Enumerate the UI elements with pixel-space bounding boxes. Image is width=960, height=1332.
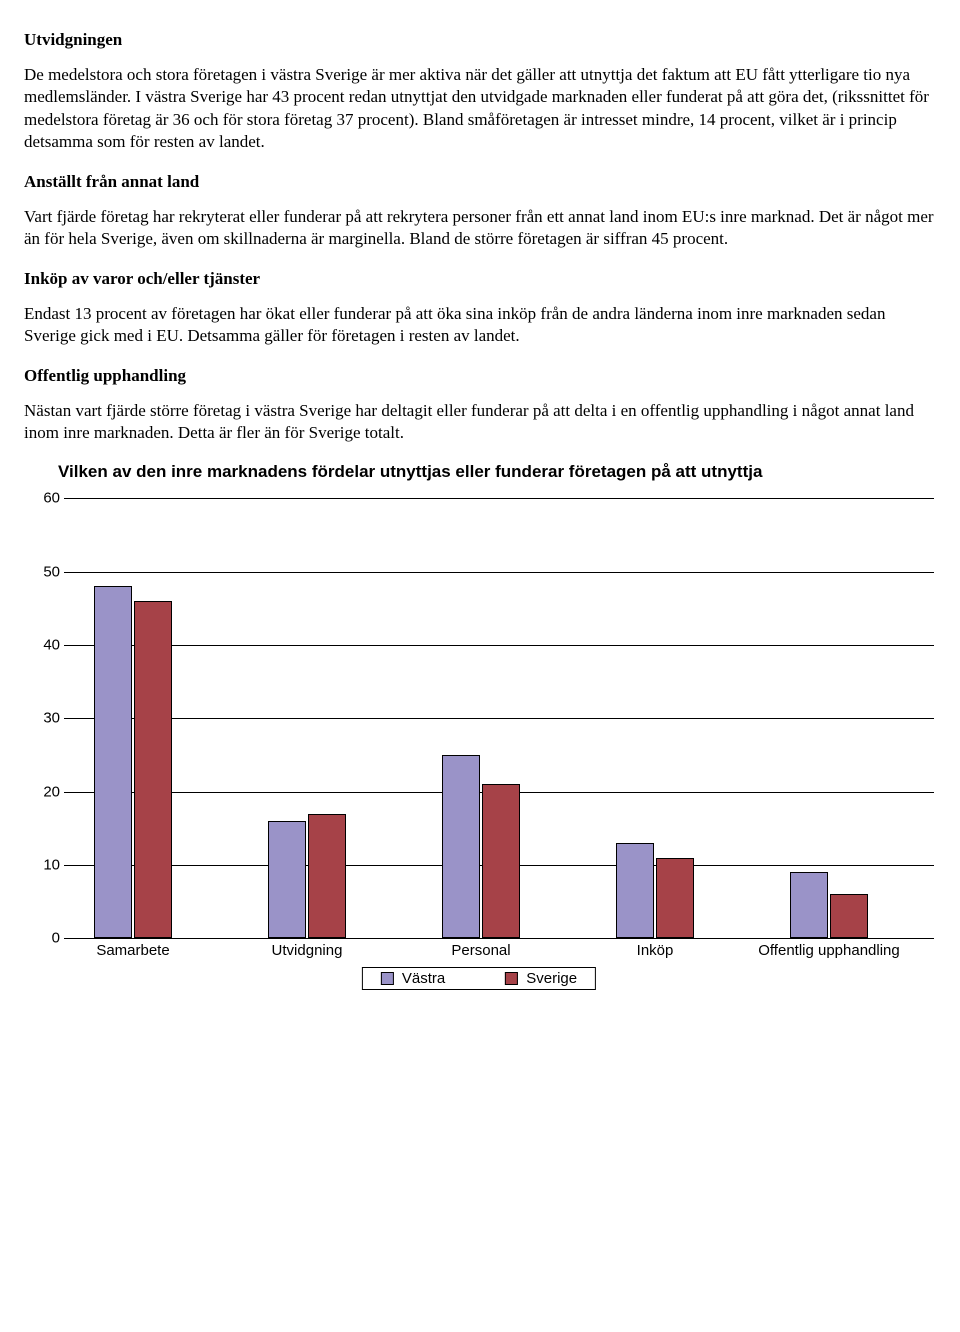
heading-inkop: Inköp av varor och/eller tjänster xyxy=(24,269,936,289)
legend-item-vastra: Västra xyxy=(381,970,445,987)
heading-utvidgningen: Utvidgningen xyxy=(24,30,936,50)
chart-ytick: 30 xyxy=(24,710,60,727)
heading-anstallt: Anställt från annat land xyxy=(24,172,936,192)
chart-xlabel: Personal xyxy=(451,942,510,959)
legend-swatch-vastra xyxy=(381,972,394,985)
legend-swatch-sverige xyxy=(505,972,518,985)
chart-xlabel: Inköp xyxy=(637,942,674,959)
chart-gridline xyxy=(64,938,934,939)
chart-legend: Västra Sverige xyxy=(362,967,596,990)
text-inkop: Endast 13 procent av företagen har ökat … xyxy=(24,303,936,348)
legend-item-sverige: Sverige xyxy=(505,970,577,987)
text-utvidgningen: De medelstora och stora företagen i väst… xyxy=(24,64,936,154)
chart-xlabel: Offentlig upphandling xyxy=(758,942,900,959)
chart-gridline xyxy=(64,718,934,719)
legend-label-vastra: Västra xyxy=(402,970,445,987)
text-anstallt: Vart fjärde företag har rekryterat eller… xyxy=(24,206,936,251)
chart-bar xyxy=(94,586,132,938)
chart-ytick: 40 xyxy=(24,637,60,654)
chart-bar xyxy=(442,755,480,938)
chart-bar xyxy=(830,894,868,938)
chart-bar xyxy=(616,843,654,938)
chart-xlabel: Samarbete xyxy=(96,942,169,959)
chart-ytick: 0 xyxy=(24,930,60,947)
chart-bar xyxy=(308,814,346,939)
chart-bar xyxy=(656,858,694,939)
bar-chart: Västra Sverige 0 10 20 30 40 50 60 Samarbete Utv… xyxy=(24,492,934,1012)
chart-gridline xyxy=(64,498,934,499)
chart-plot-area xyxy=(64,498,934,938)
chart-title: Vilken av den inre marknadens fördelar u… xyxy=(58,462,936,482)
chart-ytick: 20 xyxy=(24,783,60,800)
chart-ytick: 10 xyxy=(24,857,60,874)
text-offentlig: Nästan vart fjärde större företag i väst… xyxy=(24,400,936,445)
chart-xlabel: Utvidgning xyxy=(272,942,343,959)
chart-bar xyxy=(268,821,306,938)
chart-bar xyxy=(482,784,520,938)
chart-bar xyxy=(134,601,172,938)
chart-gridline xyxy=(64,645,934,646)
heading-offentlig: Offentlig upphandling xyxy=(24,366,936,386)
legend-label-sverige: Sverige xyxy=(526,970,577,987)
chart-ytick: 50 xyxy=(24,563,60,580)
chart-bar xyxy=(790,872,828,938)
chart-ytick: 60 xyxy=(24,490,60,507)
chart-gridline xyxy=(64,572,934,573)
